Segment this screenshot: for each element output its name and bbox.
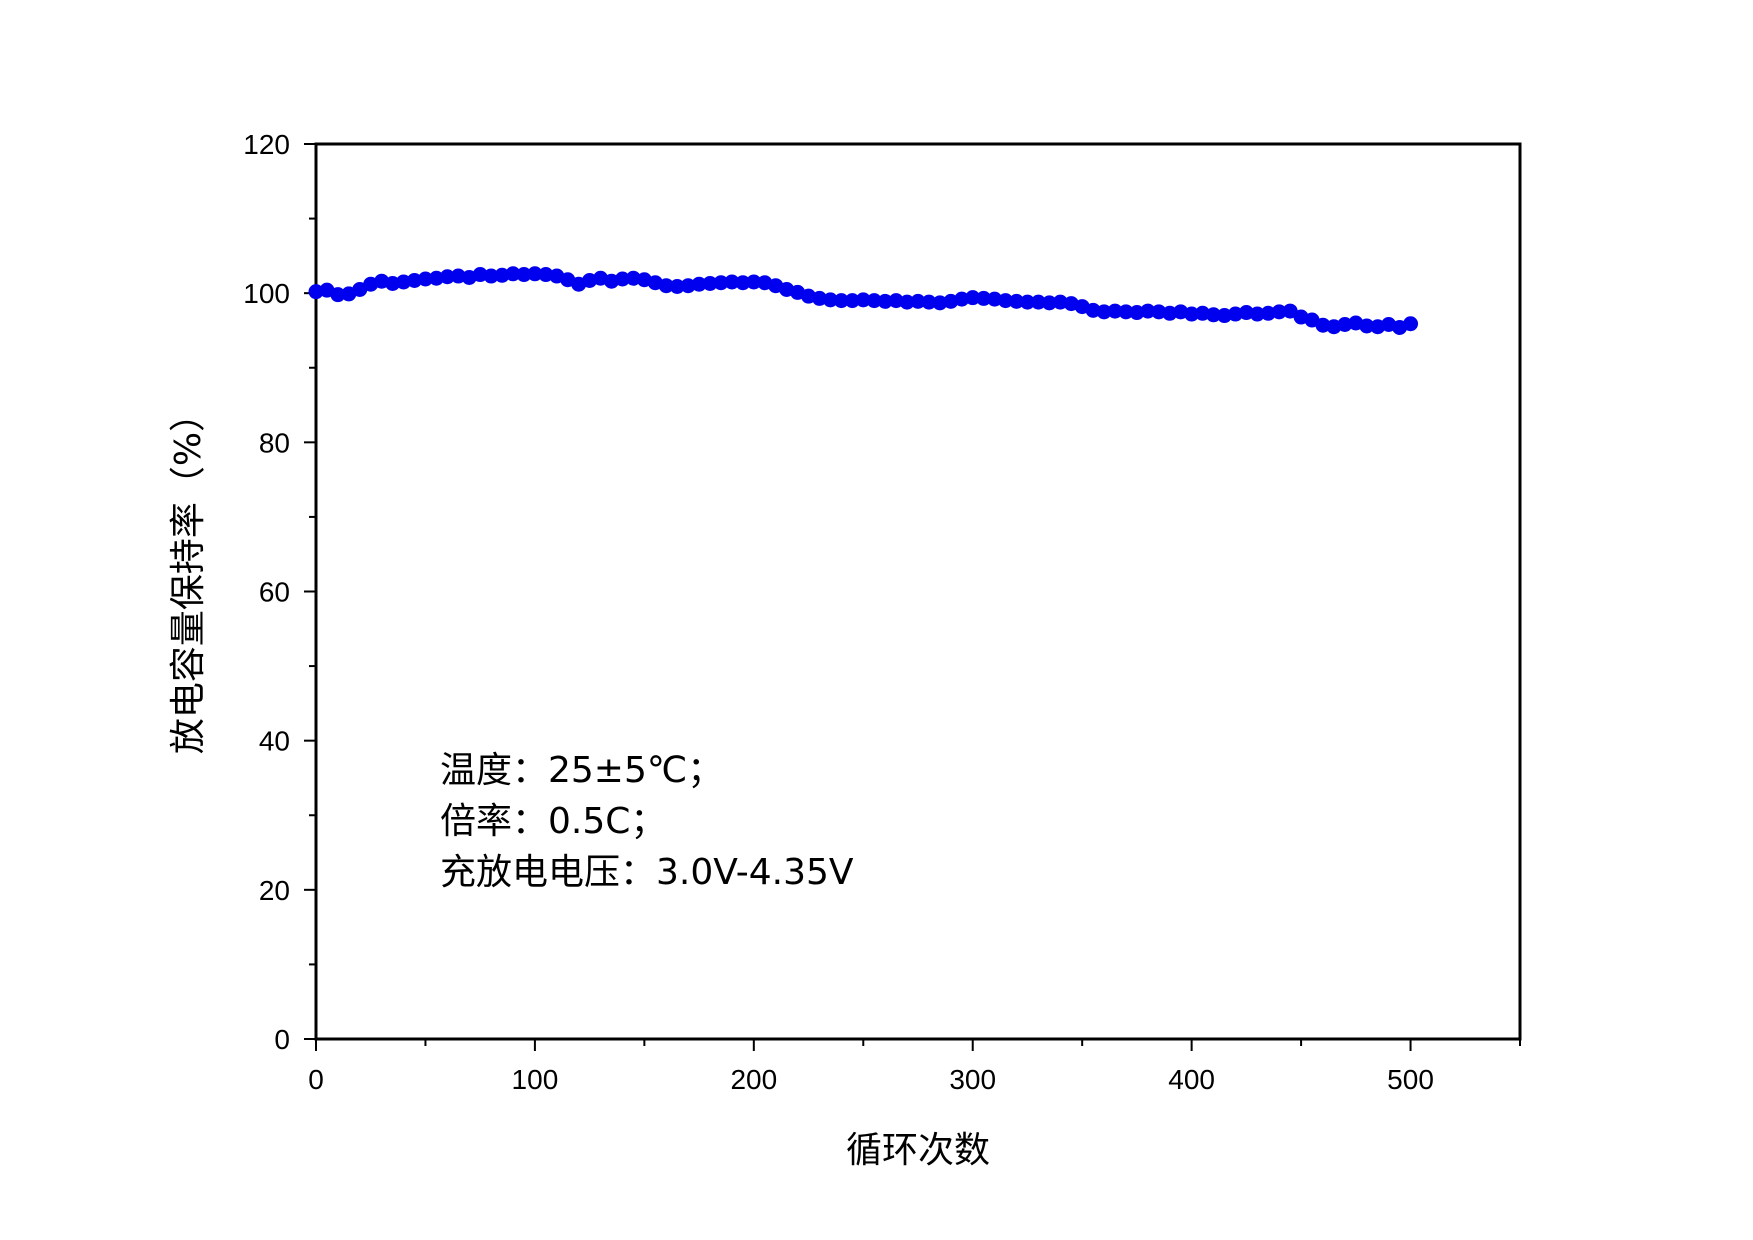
data-point [1403,316,1419,332]
x-axis-ticks: 0 100 200 300 400 500 [308,1039,1521,1095]
x-tick-label: 0 [308,1064,324,1095]
y-tick-label: 0 [274,1024,290,1055]
y-tick-label: 100 [243,278,290,309]
x-tick-label: 300 [949,1064,996,1095]
y-tick-label: 120 [243,129,290,160]
x-tick-label: 400 [1168,1064,1215,1095]
annotation-temperature: 温度：25±5℃； [440,750,723,791]
y-tick-label: 40 [259,726,290,757]
y-axis-title: 放电容量保持率（%） [168,396,209,754]
y-tick-label: 20 [259,875,290,906]
y-tick-label: 60 [259,577,290,608]
x-tick-label: 100 [512,1064,559,1095]
y-axis-ticks: 0 20 40 60 80 100 120 [243,129,316,1055]
y-tick-label: 80 [259,427,290,458]
annotation-voltage: 充放电电压：3.0V-4.35V [440,852,854,893]
x-axis-title: 循环次数 [846,1130,990,1171]
x-tick-label: 200 [730,1064,777,1095]
annotation-rate: 倍率：0.5C； [440,801,666,842]
x-tick-label: 500 [1387,1064,1434,1095]
data-series [308,266,1419,335]
